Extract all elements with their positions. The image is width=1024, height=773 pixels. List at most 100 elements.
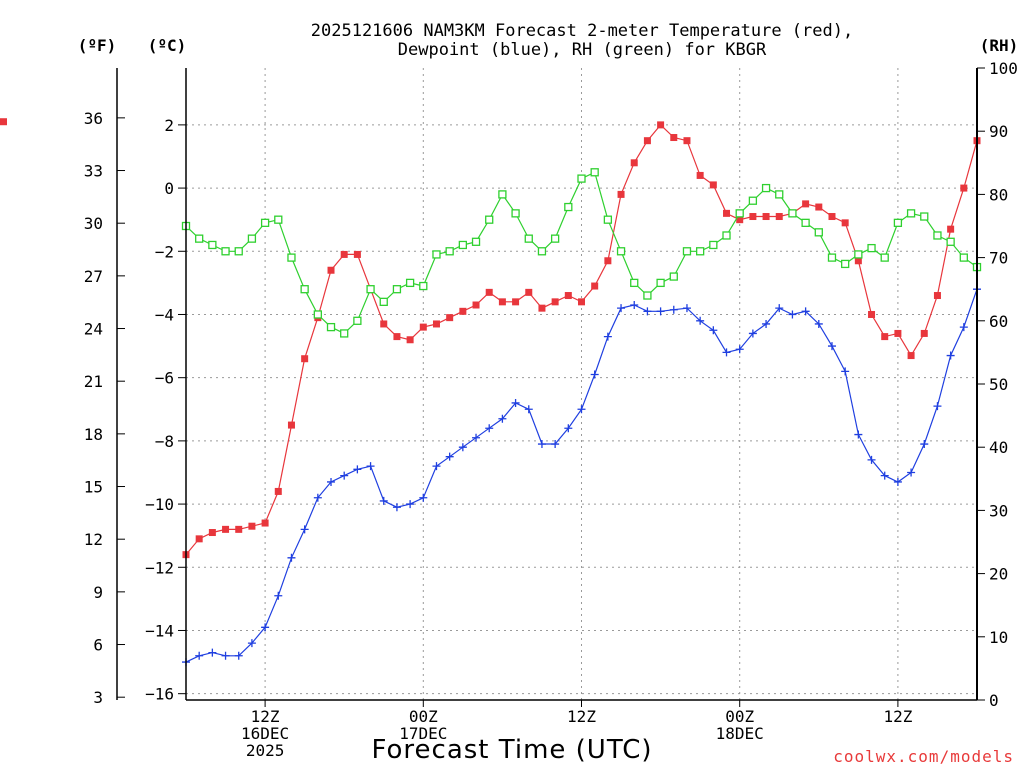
rh-point [326,322,336,332]
2-meter-temperature-point [472,301,480,309]
dewpoint-point [287,553,296,562]
rh-point [419,281,428,291]
dewpoint-point [682,304,691,313]
rh-tick-label: 90 [989,122,1008,141]
rh-point [920,212,929,221]
2-meter-temperature-point [578,298,585,306]
2-meter-temperature-point [406,336,414,344]
rh-tick-label: 60 [989,312,1008,331]
2-meter-temperature-point [591,282,599,290]
dewpoint-point [537,440,546,449]
rh-point [788,209,797,218]
fahrenheit-tick-label: 9 [93,583,103,602]
rh-point [340,329,349,338]
dewpoint-point [261,623,270,632]
fahrenheit-tick-label: 21 [84,372,103,391]
celsius-tick-label: 0 [164,179,174,198]
2-meter-temperature-point [525,288,533,296]
2-meter-temperature-point [881,333,889,341]
2-meter-temperature-point [920,329,928,337]
rh-point [313,310,322,319]
dewpoint-point [498,414,507,423]
credit-link[interactable]: coolwx.com/models [833,747,1014,766]
x-tick-label: 18DEC [716,724,764,743]
2-meter-temperature-point [775,213,783,221]
dewpoint-point [564,424,573,433]
2-meter-temperature-point [498,298,506,306]
dewpoint-point [274,591,283,600]
dewpoint-point [300,525,309,534]
dewpoint-point [748,329,757,338]
rh-point [234,247,243,256]
dewpoint-point [511,398,520,407]
2-meter-temperature-point [696,171,704,179]
fahrenheit-tick-label: 36 [84,109,103,128]
dewpoint-point [814,319,823,328]
2-meter-temperature-point [459,307,467,315]
dewpoint-point [630,301,639,309]
rh-point [841,259,850,269]
dewpoint-point [762,319,771,328]
2-meter-temperature-point [485,288,493,296]
rh-tick-label: 10 [989,628,1008,647]
2-meter-temperature-point [274,487,282,495]
fahrenheit-tick-label: 18 [84,425,103,444]
rh-point [195,234,204,243]
dewpoint-point [788,310,797,319]
dewpoint-point [327,477,336,486]
rh-point [696,247,705,256]
dewpoint-point [920,440,929,449]
celsius-tick-label: −8 [155,432,174,451]
2-meter-temperature-point [947,225,955,233]
rh-unit-label: (RH) [980,36,1019,55]
2-meter-temperature-point [670,134,678,142]
dewpoint-point [458,443,467,452]
chart-title-line-2: Dewpoint (blue), RH (green) for KBGR [398,40,767,60]
dewpoint-point [946,351,955,360]
dewpoint-point [590,370,599,379]
dewpoint-point [419,493,428,502]
rh-point [682,247,692,256]
2-meter-temperature-point [960,184,968,192]
2-meter-temperature-point [261,519,269,527]
rh-point [300,285,309,294]
2-meter-temperature-point [815,203,823,211]
fahrenheit-unit-label: (ºF) [78,36,117,55]
fahrenheit-tick-label: 6 [93,636,103,655]
celsius-tick-label: −10 [145,495,174,514]
dewpoint-point [669,305,678,314]
celsius-tick-label: −6 [155,369,174,388]
2-meter-temperature-point [195,535,203,543]
2-meter-temperature-point [854,257,862,265]
rh-point [748,196,758,205]
dewpoint-point [775,304,784,313]
rh-point [827,253,837,262]
2-meter-temperature-point [393,333,401,341]
rh-point [906,209,916,218]
dewpoint-point [432,462,441,471]
x-tick-label: 12Z [567,707,596,726]
2-meter-temperature-point [208,529,216,537]
2-meter-temperature-point [222,525,230,533]
rh-point [458,240,468,250]
2-meter-temperature-point [604,257,612,265]
rh-point [392,285,402,294]
series-layer [0,118,982,667]
rh-point [550,234,560,243]
rh-tick-label: 100 [989,59,1018,78]
fahrenheit-tick-label: 33 [84,162,103,181]
dewpoint-point [551,440,560,449]
2-meter-temperature-point [736,216,744,224]
rh-point [722,231,731,240]
2-meter-temperature-point [551,298,559,306]
rh-point [630,278,639,288]
dewpoint-point [406,500,415,509]
dewpoint-point [933,402,942,411]
x-tick-label: 12Z [883,707,912,726]
rh-point [524,234,533,243]
dewpoint-point [959,323,968,332]
2-meter-temperature-point [340,250,348,258]
rh-point [564,202,573,212]
dewpoint-point [893,477,902,486]
rh-point [643,291,652,300]
